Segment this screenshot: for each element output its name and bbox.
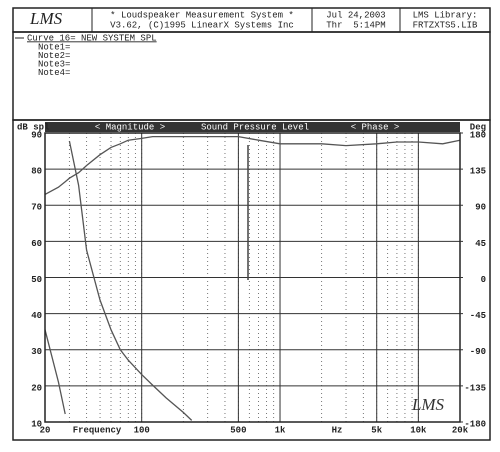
y2-tick-label: -180: [464, 419, 486, 429]
library-label: LMS Library:: [413, 10, 478, 20]
y2-tick-label: 135: [470, 167, 486, 177]
chart-title: Sound Pressure Level: [201, 122, 309, 132]
x-tick-label: 20: [40, 425, 51, 435]
y2-axis-label: Deg: [470, 122, 486, 132]
legend-entry: < Magnitude >: [95, 122, 165, 132]
y2-tick-label: -45: [470, 311, 486, 321]
plot: [44, 135, 461, 421]
x-tick-label: 5k: [371, 425, 382, 435]
title-line: * Loudspeaker Measurement System *: [110, 10, 294, 20]
chart-header-bar: [45, 122, 460, 132]
note-line: Note3=: [38, 59, 70, 69]
note-line: Note4=: [38, 68, 70, 78]
x-unit-label: Hz: [332, 425, 343, 435]
y2-tick-label: -90: [470, 347, 486, 357]
note-line: Note1=: [38, 42, 70, 52]
y-tick-label: 10: [31, 419, 42, 429]
y2-tick-label: 45: [475, 239, 486, 249]
curve-note: Curve 16= NEW SYSTEM SPL: [27, 33, 157, 43]
series-line: [44, 135, 461, 195]
x-tick-label: 100: [134, 425, 150, 435]
y-tick-label: 80: [31, 167, 42, 177]
time: Thr 5:14PM: [326, 20, 385, 30]
x-tick-label: 1k: [275, 425, 286, 435]
y-axis-label: dB spl: [17, 122, 50, 132]
y2-tick-label: 180: [470, 130, 486, 140]
note-line: Note2=: [38, 51, 70, 61]
y-tick-label: 70: [31, 203, 42, 213]
date: Jul 24,2003: [326, 10, 385, 20]
x-tick-label: 10k: [410, 425, 427, 435]
y2-tick-label: 90: [475, 203, 486, 213]
y-tick-label: 50: [31, 275, 42, 285]
y2-tick-label: 0: [481, 275, 486, 285]
x-axis-label: Frequency: [73, 425, 122, 435]
y-tick-label: 30: [31, 347, 42, 357]
y2-tick-label: -135: [464, 383, 486, 393]
watermark: LMS: [411, 395, 445, 414]
series-line: [44, 140, 193, 421]
library-file: FRTZXTS5.LIB: [413, 20, 478, 30]
notes-list: Note1=Note2=Note3=Note4=: [38, 42, 70, 78]
y-tick-label: 60: [31, 239, 42, 249]
y-tick-label: 20: [31, 383, 42, 393]
grid: [44, 132, 461, 423]
legend-entry: < Phase >: [351, 122, 400, 132]
title-line: V3.62, (C)1995 LinearX Systems Inc: [110, 20, 294, 30]
x-tick-label: 20k: [452, 425, 469, 435]
y-tick-label: 90: [31, 130, 42, 140]
logo: LMS: [29, 9, 63, 28]
y-tick-label: 40: [31, 311, 42, 321]
chart-box: [12, 119, 491, 441]
x-tick-label: 500: [230, 425, 246, 435]
